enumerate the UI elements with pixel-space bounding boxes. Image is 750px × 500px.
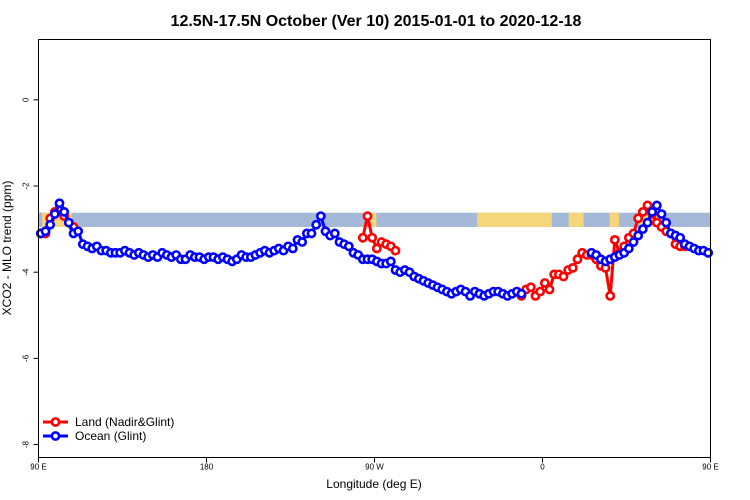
data-point	[63, 217, 74, 228]
data-point	[647, 206, 658, 217]
x-axis: 90 E 180 90 W 0 90 E	[30, 457, 719, 472]
x-tick-label: 90 E	[702, 463, 718, 472]
data-point	[642, 200, 653, 211]
data-point	[385, 256, 396, 267]
data-point	[703, 247, 714, 258]
y-tick-label: 0	[22, 97, 31, 102]
data-point	[45, 219, 56, 230]
band-land	[477, 212, 552, 227]
data-point	[572, 254, 583, 265]
data-point	[539, 278, 550, 288]
legend-label: Land (Nadir&Glint)	[75, 415, 174, 429]
data-point	[633, 230, 644, 241]
data-point	[73, 226, 84, 237]
data-point	[544, 284, 555, 295]
y-axis: 0 -2 -4 -6 -8	[22, 97, 39, 448]
data-point	[367, 232, 378, 243]
data-point	[59, 206, 70, 217]
data-point	[609, 234, 620, 245]
data-point	[535, 286, 546, 297]
data-point	[306, 228, 317, 239]
series-layer	[35, 198, 714, 301]
data-point	[637, 206, 648, 217]
x-tick-label: 90 E	[30, 463, 46, 472]
data-point	[656, 209, 667, 219]
x-tick-label: 180	[200, 463, 214, 472]
x-tick-label: 90 W	[365, 463, 384, 472]
data-point	[390, 245, 401, 256]
y-tick-label: -8	[22, 440, 31, 448]
legend: Land (Nadir&Glint)Ocean (Glint)	[43, 415, 174, 443]
data-point	[516, 288, 527, 299]
data-point	[637, 224, 648, 235]
y-axis-label: XCO2 - MLO trend (ppm)	[0, 181, 14, 316]
data-point	[287, 243, 298, 254]
y-tick-label: -6	[22, 354, 31, 362]
data-point	[558, 271, 569, 282]
data-point	[623, 243, 634, 254]
band-land	[370, 212, 377, 227]
data-point	[54, 198, 65, 209]
data-point	[628, 237, 639, 247]
data-point	[49, 209, 60, 219]
data-point	[525, 282, 536, 293]
land-mask-band	[38, 212, 711, 227]
legend-label: Ocean (Glint)	[75, 429, 146, 443]
x-axis-label: Longitude (deg E)	[326, 477, 421, 491]
band-land	[568, 212, 584, 227]
series-1	[35, 198, 714, 301]
data-point	[371, 243, 382, 254]
data-point	[311, 219, 322, 230]
data-point	[362, 211, 373, 222]
y-tick-label: -2	[22, 182, 31, 190]
data-point	[315, 211, 326, 222]
x-tick-label: 0	[540, 463, 545, 472]
data-point	[40, 226, 51, 237]
data-point	[343, 241, 354, 252]
data-point	[633, 213, 644, 224]
data-point	[357, 232, 368, 243]
band-land	[609, 212, 620, 227]
data-point	[297, 237, 308, 247]
chart-title: 12.5N-17.5N October (Ver 10) 2015-01-01 …	[171, 13, 582, 30]
data-point	[661, 217, 672, 228]
data-point	[605, 291, 616, 301]
data-point	[651, 200, 662, 211]
data-point	[642, 217, 653, 228]
data-point	[675, 232, 686, 243]
legend-marker	[50, 431, 61, 441]
legend-marker	[50, 417, 61, 427]
y-tick-label: -4	[22, 268, 31, 276]
data-point	[329, 228, 340, 239]
data-point	[567, 262, 578, 273]
